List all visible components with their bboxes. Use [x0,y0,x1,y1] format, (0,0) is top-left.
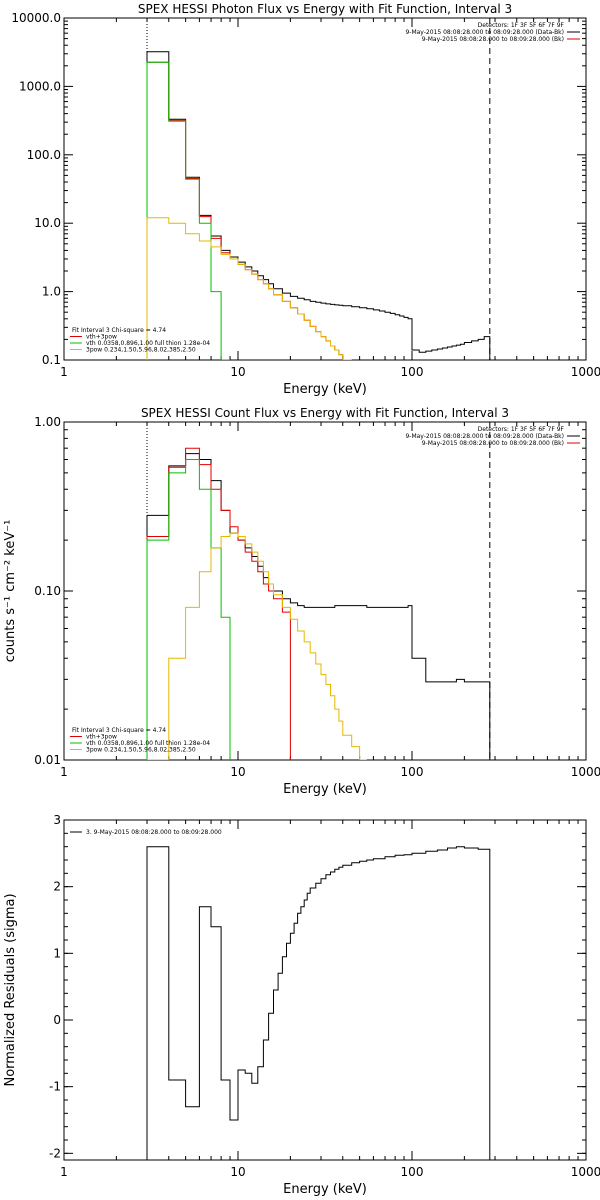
x-tick-label: 1000 [571,1165,600,1179]
info-text: 9-May-2015 08:08:28.000 to 08:09:28.000 … [405,29,564,36]
info-text: Detectors: 1F 3F 5F 6F 7F 9F [478,426,565,433]
y-tick-label: 0.01 [34,753,61,767]
y-tick-label: 0 [53,1013,61,1027]
x-axis-label: Energy (keV) [283,782,367,797]
legend-entry: vth 0.0358,0.896,1.00 full thion 1.28e-0… [86,740,210,747]
plot-frame [63,819,587,1161]
x-tick-label: 1000 [571,365,600,379]
x-tick-label: 10 [230,365,245,379]
y-tick-label: -1 [49,1080,61,1094]
x-tick-label: 1000 [571,765,600,779]
legend-entry: 3pow 0.234,1.50,5.96,8.02,385,2.50 [86,347,196,354]
series-3-line [146,217,352,360]
x-axis-label: Energy (keV) [283,382,367,397]
y-tick-label: 10000.0 [11,11,61,25]
y-tick-label: 0.1 [42,353,61,367]
legend-entry: vth+3pow [86,734,117,741]
legend-entry: 3pow 0.234,1.50,5.96,8.02,385,2.50 [86,747,196,754]
x-tick-label: 1 [60,765,68,779]
info-text: Detectors: 1F 3F 5F 6F 7F 9F [478,22,565,29]
x-tick-label: 10 [230,765,245,779]
photon-flux-panel: SPEX HESSI Photon Flux vs Energy with Fi… [11,2,600,397]
y-axis-label: Normalized Residuals (sigma) [3,893,18,1086]
x-tick-label: 100 [401,365,424,379]
y-tick-label: 2 [53,880,61,894]
info-text: 9-May-2015 08:08:28.000 to 08:09:28.000 … [422,36,564,43]
y-tick-label: 10.0 [34,216,61,230]
y-axis-label: counts s⁻¹ cm⁻² keV⁻¹ [3,520,18,663]
y-tick-label: 3 [53,813,61,827]
series-2-line [146,459,231,760]
y-tick-label: 100.0 [27,148,61,162]
x-tick-label: 100 [401,1165,424,1179]
count-flux-panel: SPEX HESSI Count Flux vs Energy with Fit… [3,406,600,797]
series-1-line [146,61,352,360]
legend-entry: 3. 9-May-2015 08:08:28.000 to 08:09:28.0… [86,829,222,836]
y-tick-label: -2 [49,1146,61,1160]
series-0-line [146,453,491,760]
residuals-panel: 1 10 100 1000 -2 -1 0 1 2 3 Energy (keV) Normalized… [3,813,600,1197]
series-3-line [147,532,367,760]
x-tick-label: 100 [401,765,424,779]
x-tick-label: 10 [230,1165,245,1179]
plot-frame [63,17,587,361]
info-text: 9-May-2015 08:08:28.000 to 08:09:28.000 … [405,433,564,440]
y-tick-label: 1.0 [42,285,61,299]
legend-entry: Fit Interval 3 Chi-square = 4.74 [72,327,166,334]
legend-entry: vth+3pow [86,334,117,341]
chart-title: SPEX HESSI Photon Flux vs Energy with Fi… [138,2,512,16]
chart-title: SPEX HESSI Count Flux vs Energy with Fit… [141,406,509,420]
x-tick-label: 1 [60,365,68,379]
x-tick-label: 1 [60,1165,68,1179]
y-tick-label: 1000.0 [19,79,61,93]
x-axis-label: Energy (keV) [283,1182,367,1197]
legend-entry: Fit Interval 3 Chi-square = 4.74 [72,727,166,734]
y-tick-label: 0.10 [34,584,61,598]
series-1-line [146,447,291,760]
series-2-line [146,61,230,360]
y-tick-label: 1 [53,946,61,960]
plot-frame [63,421,587,761]
series-0-line [146,846,491,1160]
info-text: 9-May-2015 08:08:28.000 to 08:09:28.000 … [422,440,564,447]
legend-entry: vth 0.0358,0.896,1.00 full thion 1.28e-0… [86,340,210,347]
y-tick-label: 1.00 [34,415,61,429]
series-0-line [146,51,491,360]
